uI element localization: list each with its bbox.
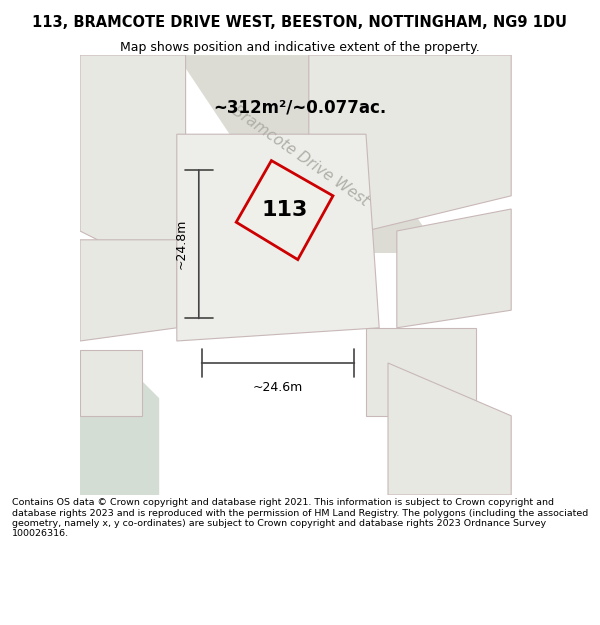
Text: Bramcote Drive West: Bramcote Drive West [229, 103, 371, 209]
Polygon shape [80, 363, 159, 495]
Polygon shape [80, 240, 177, 341]
Text: 113, BRAMCOTE DRIVE WEST, BEESTON, NOTTINGHAM, NG9 1DU: 113, BRAMCOTE DRIVE WEST, BEESTON, NOTTI… [32, 16, 568, 31]
Polygon shape [309, 55, 511, 231]
Text: Contains OS data © Crown copyright and database right 2021. This information is : Contains OS data © Crown copyright and d… [12, 498, 588, 538]
Text: ~24.6m: ~24.6m [253, 381, 303, 394]
Polygon shape [80, 350, 142, 416]
Polygon shape [177, 134, 379, 341]
Text: Map shows position and indicative extent of the property.: Map shows position and indicative extent… [120, 41, 480, 54]
Polygon shape [397, 209, 511, 328]
Text: ~24.8m: ~24.8m [175, 219, 188, 269]
Polygon shape [236, 161, 333, 259]
Polygon shape [177, 55, 441, 253]
Polygon shape [388, 363, 511, 495]
Text: ~312m²/~0.077ac.: ~312m²/~0.077ac. [214, 99, 386, 117]
Text: 113: 113 [262, 199, 308, 219]
Polygon shape [366, 328, 476, 416]
Polygon shape [80, 55, 185, 253]
